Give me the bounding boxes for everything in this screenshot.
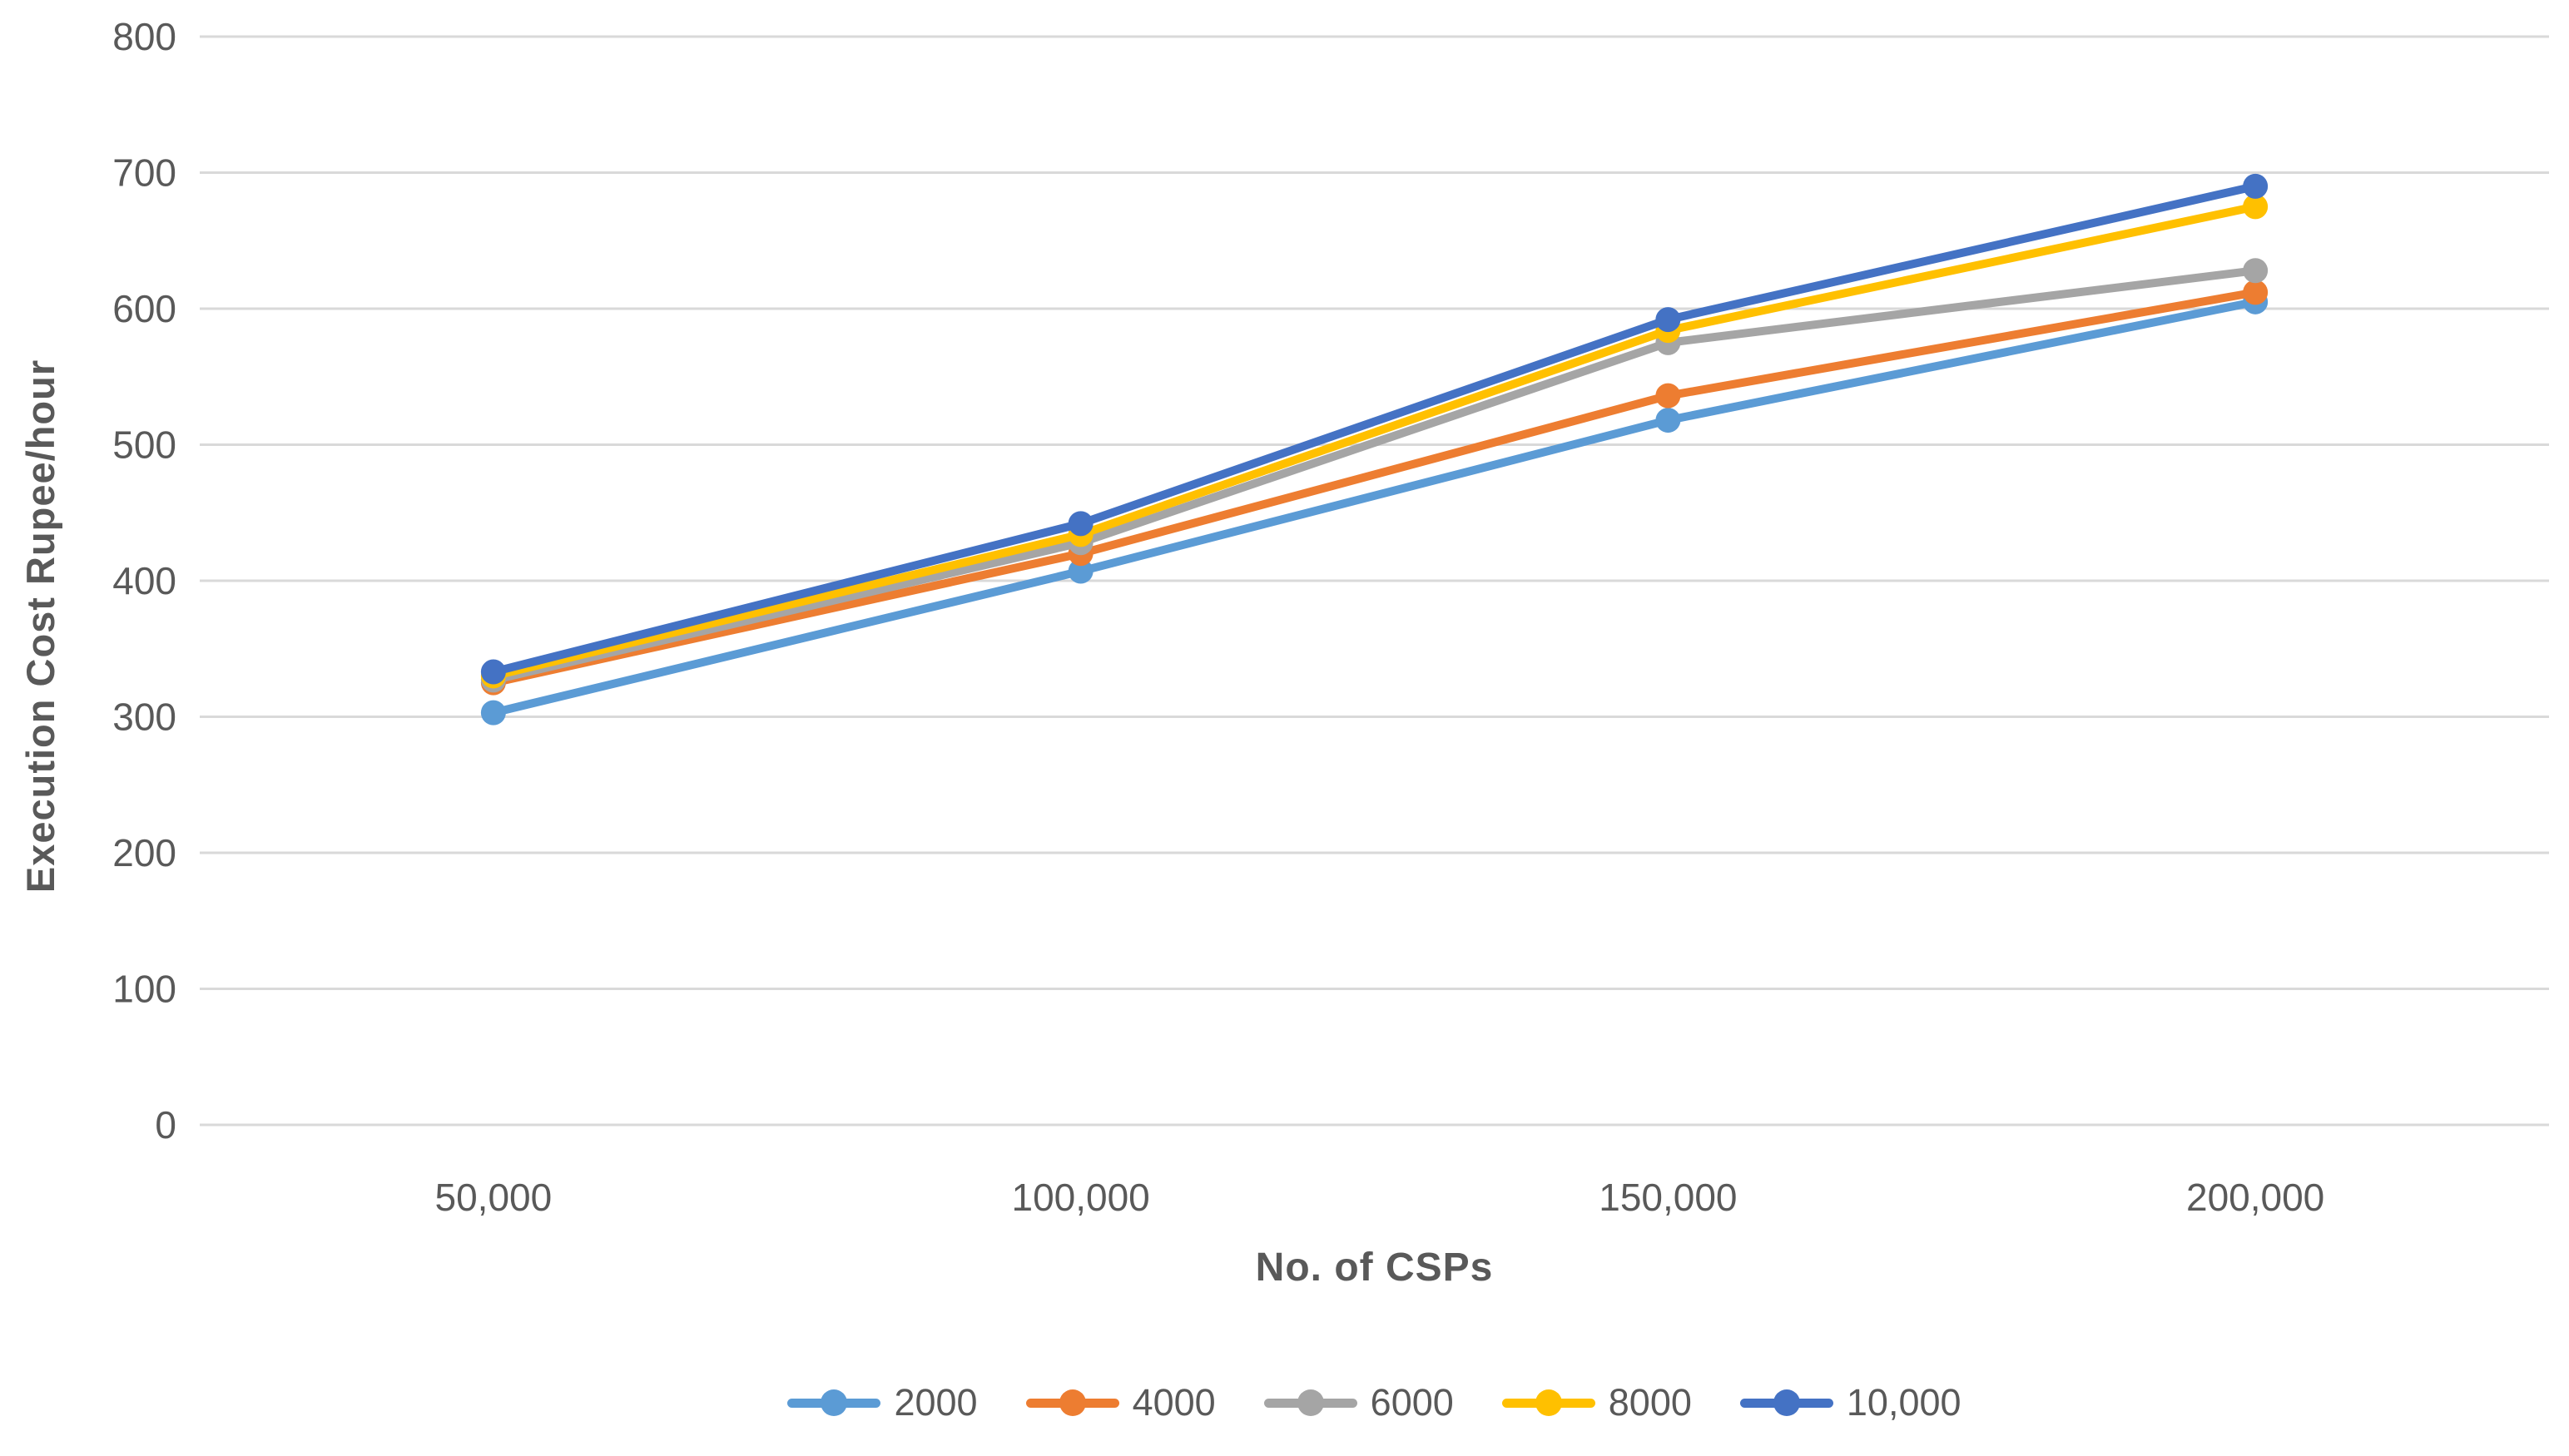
legend-line-sample	[1739, 1389, 1833, 1416]
marker-10000	[1068, 511, 1094, 537]
marker-2000	[480, 700, 506, 726]
marker-4000	[1655, 383, 1681, 409]
series-line-8000	[489, 202, 2260, 681]
legend-label: 4000	[1132, 1381, 1216, 1424]
legend-line-sample	[1501, 1389, 1595, 1416]
x-tick-label: 50,000	[435, 1176, 553, 1219]
legend-label: 8000	[1608, 1381, 1692, 1424]
legend-marker-icon	[1297, 1389, 1324, 1416]
legend-line-sample	[1025, 1389, 1119, 1416]
legend-marker-icon	[1773, 1389, 1800, 1416]
legend-marker-icon	[1059, 1389, 1086, 1416]
x-tick-label: 100,000	[1011, 1176, 1149, 1219]
legend-item-4000: 4000	[1025, 1381, 1216, 1424]
y-tick-label: 400	[112, 559, 176, 602]
marker-10000	[2243, 173, 2269, 199]
x-tick-label: 200,000	[2186, 1176, 2324, 1219]
legend-line-sample	[1263, 1389, 1357, 1416]
marker-10000	[480, 659, 506, 685]
y-tick-label: 100	[112, 968, 176, 1011]
legend-item-8000: 8000	[1501, 1381, 1692, 1424]
legend-label: 6000	[1370, 1381, 1454, 1424]
y-tick-label: 300	[112, 696, 176, 739]
y-tick-label: 0	[155, 1103, 176, 1146]
y-tick-label: 500	[112, 423, 176, 467]
y-tick-label: 700	[112, 151, 176, 195]
legend-label: 10,000	[1846, 1381, 1961, 1424]
marker-10000	[1655, 307, 1681, 333]
x-tick-label: 150,000	[1599, 1176, 1737, 1219]
y-tick-label: 800	[112, 15, 176, 58]
legend-item-2000: 2000	[787, 1381, 978, 1424]
y-tick-label: 600	[112, 287, 176, 330]
legend-item-6000: 6000	[1263, 1381, 1454, 1424]
legend-marker-icon	[1535, 1389, 1562, 1416]
series-line-10000	[489, 181, 2260, 676]
legend-item-10000: 10,000	[1739, 1381, 1961, 1424]
marker-6000	[2243, 258, 2269, 284]
series-line-4000	[489, 288, 2260, 687]
legend-label: 2000	[894, 1381, 978, 1424]
marker-2000	[1655, 408, 1681, 433]
y-tick-label: 200	[112, 831, 176, 874]
marker-8000	[2243, 194, 2269, 220]
legend-line-sample	[787, 1389, 881, 1416]
legend: 2000 4000 6000 8000 10,000	[200, 1381, 2549, 1424]
marker-2000	[1068, 558, 1094, 584]
series-line-6000	[489, 266, 2260, 685]
legend-marker-icon	[821, 1389, 848, 1416]
marker-4000	[2243, 280, 2269, 305]
series-line-2000	[489, 297, 2260, 717]
